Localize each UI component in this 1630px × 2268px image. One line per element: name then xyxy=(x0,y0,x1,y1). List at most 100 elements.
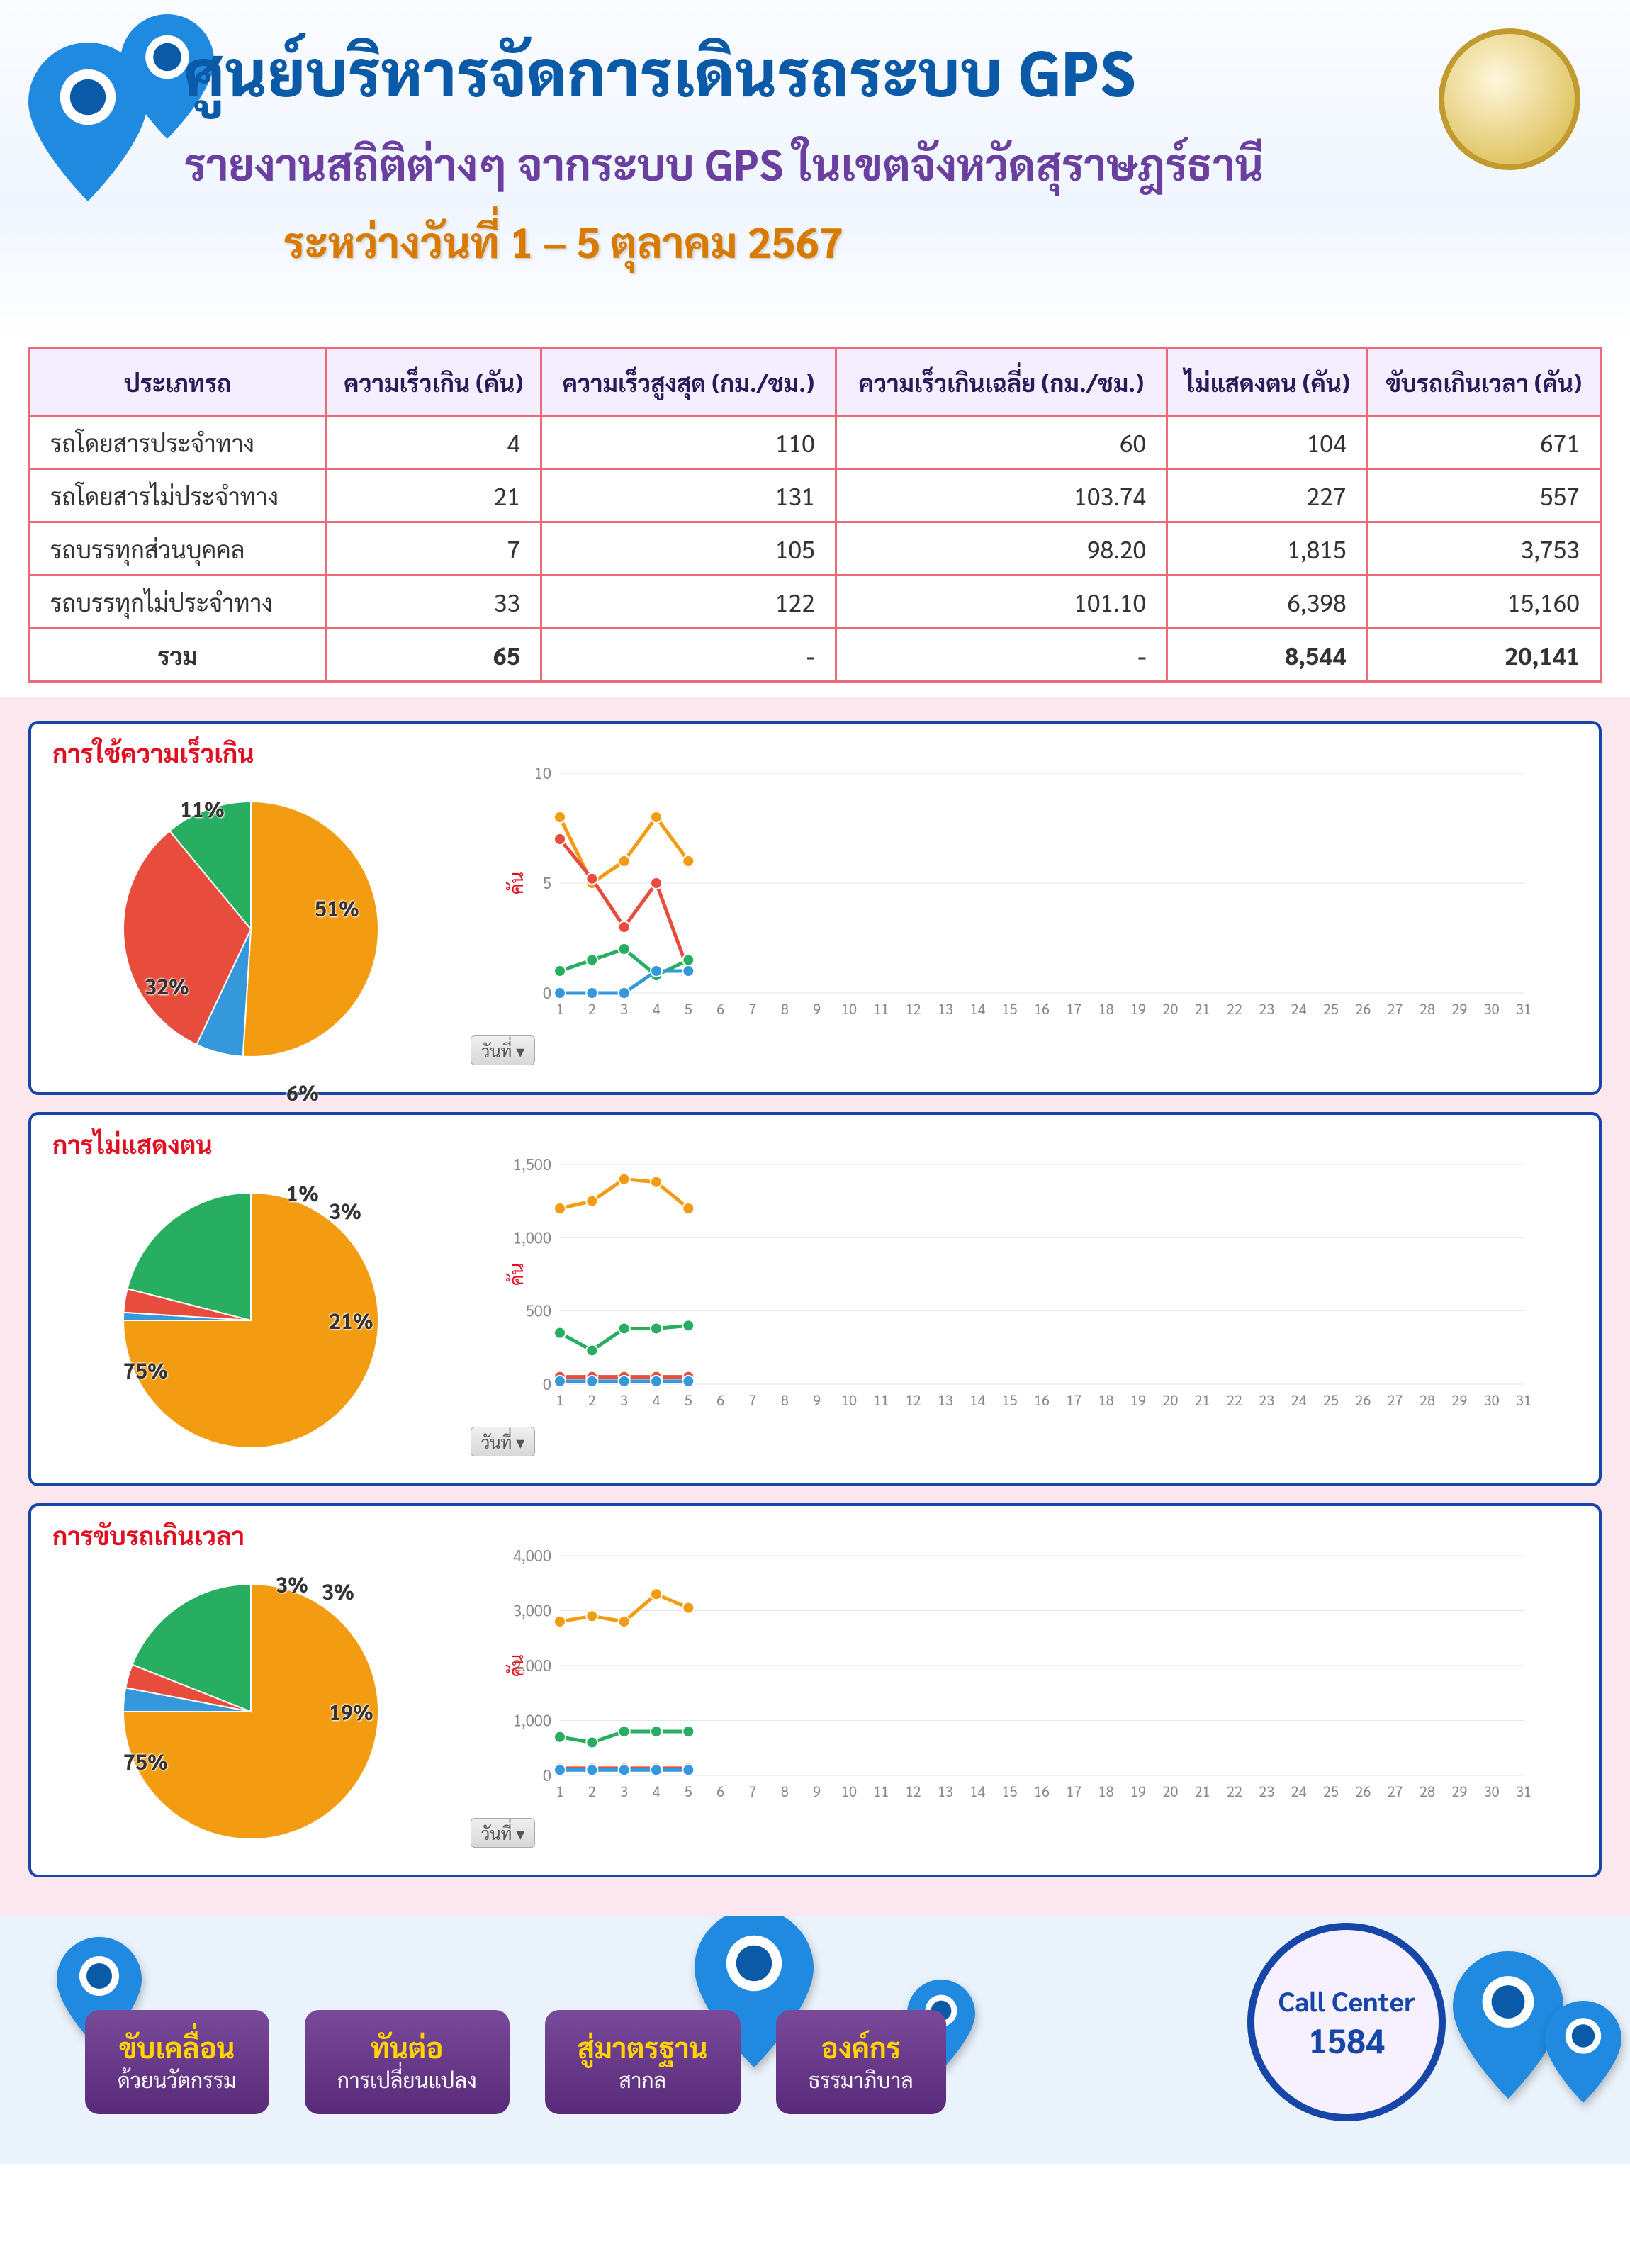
svg-text:29: 29 xyxy=(1451,1391,1467,1409)
table-row: รถโดยสารประจำทาง411060104671 xyxy=(30,416,1601,469)
row-value: 21 xyxy=(326,469,541,522)
svg-text:500: 500 xyxy=(526,1301,551,1321)
svg-text:9: 9 xyxy=(813,999,821,1018)
row-label: รถบรรทุกส่วนบุคคล xyxy=(30,522,327,576)
svg-text:15: 15 xyxy=(1002,999,1018,1018)
svg-text:31: 31 xyxy=(1516,1391,1531,1409)
row-value: 557 xyxy=(1367,469,1600,522)
svg-text:23: 23 xyxy=(1259,1782,1274,1800)
footer: ขับเคลื่อน ด้วยนวัตกรรมทันต่อ การเปลี่ยน… xyxy=(0,1916,1630,2164)
svg-text:6: 6 xyxy=(716,1391,724,1409)
svg-text:14: 14 xyxy=(969,999,985,1018)
svg-text:10: 10 xyxy=(841,999,857,1018)
page-title: ศูนย์บริหารจัดการเดินรถระบบ GPS xyxy=(184,28,1136,111)
svg-text:12: 12 xyxy=(906,1391,921,1409)
svg-text:22: 22 xyxy=(1227,1782,1242,1800)
table-row: รถบรรทุกส่วนบุคคล710598.201,8153,753 xyxy=(30,522,1601,576)
svg-text:16: 16 xyxy=(1034,1782,1050,1800)
pie-slice-label: 3% xyxy=(322,1577,354,1605)
row-value: 7 xyxy=(326,522,541,576)
svg-text:27: 27 xyxy=(1388,1782,1403,1800)
map-pin-icon xyxy=(1545,2001,1621,2106)
footer-pill-sub: การเปลี่ยนแปลง xyxy=(337,2065,477,2093)
total-value: - xyxy=(541,629,836,682)
svg-text:13: 13 xyxy=(938,1782,953,1800)
chart-panel: การไม่แสดงตน75%1%3%21%05001,0001,5001234… xyxy=(28,1112,1602,1486)
svg-text:9: 9 xyxy=(813,1391,821,1409)
chart-panel: การขับรถเกินเวลา75%3%3%19%01,0002,0003,0… xyxy=(28,1503,1602,1877)
svg-text:23: 23 xyxy=(1259,999,1274,1018)
line-chart: 0510123456789101112131415161718192021222… xyxy=(471,738,1578,1078)
footer-pill-title: ขับเคลื่อน xyxy=(118,2028,237,2065)
svg-text:9: 9 xyxy=(813,1782,821,1800)
footer-pill-sub: ด้วยนวัตกรรม xyxy=(118,2065,237,2093)
pie-slice-label: 51% xyxy=(315,894,359,921)
footer-pill: ขับเคลื่อน ด้วยนวัตกรรม xyxy=(85,2010,269,2114)
pie-slice-label: 6% xyxy=(286,1078,319,1106)
line-chart: 05001,0001,50012345678910111213141516171… xyxy=(471,1129,1578,1469)
day-selector[interactable]: วันที่ xyxy=(471,1035,535,1065)
footer-pill: สู่มาตรฐาน สากล xyxy=(545,2010,741,2114)
pie-slice-label: 3% xyxy=(276,1570,308,1598)
svg-text:7: 7 xyxy=(749,1782,757,1800)
svg-text:19: 19 xyxy=(1130,1782,1146,1800)
row-value: 671 xyxy=(1367,416,1600,469)
svg-text:19: 19 xyxy=(1130,999,1146,1018)
svg-text:1: 1 xyxy=(556,1782,564,1800)
svg-text:28: 28 xyxy=(1420,1391,1435,1409)
row-value: 103.74 xyxy=(836,469,1167,522)
svg-text:18: 18 xyxy=(1098,1391,1114,1409)
svg-text:16: 16 xyxy=(1034,1391,1050,1409)
total-value: 20,141 xyxy=(1367,629,1600,682)
svg-text:23: 23 xyxy=(1259,1391,1274,1409)
svg-text:2: 2 xyxy=(588,1782,596,1800)
pie-slice-label: 11% xyxy=(180,795,225,822)
svg-text:20: 20 xyxy=(1162,1782,1178,1800)
table-header: ขับรถเกินเวลา (คัน) xyxy=(1367,349,1600,416)
table-header: ความเร็วเกิน (คัน) xyxy=(326,349,541,416)
svg-text:5: 5 xyxy=(685,999,692,1018)
header: ศูนย์บริหารจัดการเดินรถระบบ GPS รายงานสถ… xyxy=(0,0,1630,340)
svg-text:12: 12 xyxy=(906,999,921,1018)
svg-text:13: 13 xyxy=(938,1391,953,1409)
svg-text:27: 27 xyxy=(1388,1391,1403,1409)
svg-text:19: 19 xyxy=(1130,1391,1146,1409)
gov-seal-icon xyxy=(1439,28,1580,170)
svg-text:5: 5 xyxy=(543,873,551,893)
row-value: 101.10 xyxy=(836,576,1167,629)
svg-text:0: 0 xyxy=(543,983,551,1003)
svg-text:16: 16 xyxy=(1034,999,1050,1018)
svg-text:คัน: คัน xyxy=(504,1263,528,1286)
svg-text:25: 25 xyxy=(1323,1782,1339,1800)
row-value: 104 xyxy=(1167,416,1367,469)
footer-pill-title: สู่มาตรฐาน xyxy=(578,2028,708,2065)
svg-text:7: 7 xyxy=(749,999,757,1018)
svg-text:26: 26 xyxy=(1355,1391,1371,1409)
svg-text:12: 12 xyxy=(906,1782,921,1800)
pie-chart: 51%6%32%11% xyxy=(52,738,449,1078)
svg-text:25: 25 xyxy=(1323,999,1339,1018)
svg-text:18: 18 xyxy=(1098,1782,1114,1800)
pie-slice-label: 21% xyxy=(329,1306,373,1334)
pie-slice-label: 75% xyxy=(123,1356,168,1383)
table-header: ความเร็วเกินเฉลี่ย (กม./ชม.) xyxy=(836,349,1167,416)
row-value: 131 xyxy=(541,469,836,522)
svg-text:20: 20 xyxy=(1162,1391,1178,1409)
svg-text:3,000: 3,000 xyxy=(513,1601,551,1621)
svg-text:25: 25 xyxy=(1323,1391,1339,1409)
svg-text:26: 26 xyxy=(1355,999,1371,1018)
day-selector[interactable]: วันที่ xyxy=(471,1427,535,1456)
svg-text:14: 14 xyxy=(969,1782,985,1800)
svg-text:2: 2 xyxy=(588,1391,596,1409)
day-selector[interactable]: วันที่ xyxy=(471,1818,535,1848)
table-row: รถบรรทุกไม่ประจำทาง33122101.106,39815,16… xyxy=(30,576,1601,629)
stats-table: ประเภทรถความเร็วเกิน (คัน)ความเร็วสูงสุด… xyxy=(28,347,1602,683)
row-value: 122 xyxy=(541,576,836,629)
page-subtitle: รายงานสถิติต่างๆ จากระบบ GPS ในเขตจังหวั… xyxy=(184,135,1264,191)
row-value: 60 xyxy=(836,416,1167,469)
pie-chart: 75%3%3%19% xyxy=(52,1520,449,1860)
panel-title: การขับรถเกินเวลา xyxy=(52,1519,244,1551)
row-value: 105 xyxy=(541,522,836,576)
svg-text:30: 30 xyxy=(1484,1782,1500,1800)
total-value: 65 xyxy=(326,629,541,682)
